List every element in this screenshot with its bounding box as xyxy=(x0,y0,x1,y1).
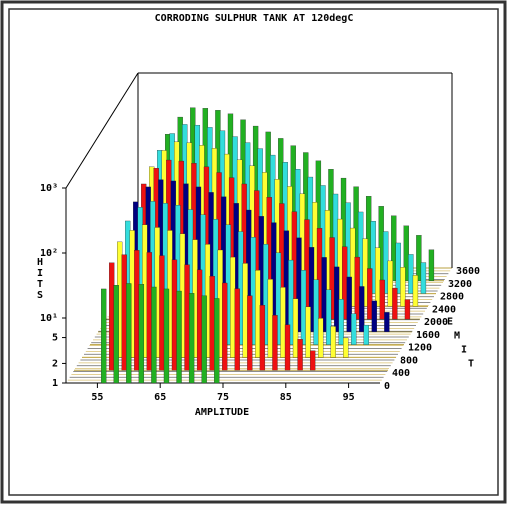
bar xyxy=(171,259,178,371)
z-tick-label: 1600 xyxy=(416,330,440,341)
bar xyxy=(408,254,414,294)
bar xyxy=(230,256,236,358)
bar xyxy=(113,285,119,384)
box-edge xyxy=(65,72,139,189)
bar xyxy=(330,326,336,358)
z-tick-label: 0 xyxy=(384,381,390,392)
bar xyxy=(343,337,349,358)
z-tick-label: 3200 xyxy=(448,279,472,290)
bar xyxy=(371,300,377,333)
bar xyxy=(300,270,307,345)
bar xyxy=(354,256,360,320)
z-axis-label: TIME xyxy=(447,317,474,370)
bar xyxy=(309,350,316,371)
x-tick-label: 95 xyxy=(343,392,355,403)
y-tick-label: 10³ xyxy=(40,183,58,194)
bar xyxy=(159,255,165,371)
bar xyxy=(121,254,127,371)
y-tick-label: 2 xyxy=(52,358,58,369)
z-tick-label: 3600 xyxy=(456,266,480,277)
bar xyxy=(280,287,286,358)
bar xyxy=(126,283,132,384)
bar xyxy=(176,290,182,384)
bar xyxy=(416,235,422,281)
bar xyxy=(338,299,344,345)
y-tick-label: 10¹ xyxy=(40,313,58,324)
bar xyxy=(404,299,411,320)
bar xyxy=(428,249,435,281)
bar xyxy=(403,225,409,281)
bar xyxy=(317,318,324,358)
inner-frame xyxy=(8,8,499,496)
bar xyxy=(234,288,240,371)
bar xyxy=(201,295,207,384)
bar xyxy=(384,312,390,333)
bar xyxy=(134,250,140,371)
bar xyxy=(367,268,373,320)
bar xyxy=(325,289,332,345)
bar xyxy=(379,279,385,320)
bar xyxy=(400,267,406,307)
chart-title: CORRODING SULPHUR TANK AT 120degC xyxy=(155,13,354,24)
bar xyxy=(395,242,401,294)
bar xyxy=(196,269,203,371)
bar xyxy=(101,288,107,384)
bar xyxy=(267,279,274,358)
bar xyxy=(209,276,215,371)
bar xyxy=(188,293,195,384)
x-tick-label: 55 xyxy=(91,392,103,403)
bar xyxy=(346,276,352,333)
bar xyxy=(222,282,228,371)
bar xyxy=(272,315,278,371)
bar xyxy=(392,287,398,320)
bar xyxy=(259,305,266,371)
z-tick-label: 1200 xyxy=(408,343,432,354)
bar xyxy=(255,270,261,358)
bar xyxy=(297,339,303,371)
bar xyxy=(163,288,170,384)
bar xyxy=(242,263,248,358)
bar xyxy=(420,262,427,294)
bar xyxy=(284,324,291,371)
z-tick-label: 2800 xyxy=(440,292,464,303)
z-tick-label: 800 xyxy=(400,355,418,366)
bar xyxy=(214,298,220,384)
bar xyxy=(313,279,319,345)
bar xyxy=(387,260,393,307)
x-tick-label: 85 xyxy=(280,392,292,403)
x-axis-label: AMPLITUDE xyxy=(195,407,249,418)
bar xyxy=(359,286,365,333)
bar xyxy=(184,264,190,371)
x-tick-label: 75 xyxy=(217,392,229,403)
bar xyxy=(305,306,311,358)
y-tick-label: 5 xyxy=(52,333,58,344)
bar xyxy=(363,324,369,345)
bar xyxy=(333,266,340,333)
z-tick-label: 2400 xyxy=(432,304,456,315)
bar xyxy=(138,284,145,384)
y-tick-label: 1 xyxy=(52,378,58,389)
bar xyxy=(292,298,299,358)
bar xyxy=(412,275,419,307)
z-tick-label: 2000 xyxy=(424,317,448,328)
bar xyxy=(247,295,253,371)
bar xyxy=(109,262,115,371)
bar xyxy=(151,286,157,384)
y-tick-label: 10² xyxy=(40,248,58,259)
z-tick-label: 400 xyxy=(392,368,410,379)
bar xyxy=(351,313,357,345)
x-tick-label: 65 xyxy=(154,392,166,403)
bar xyxy=(375,247,381,307)
bar xyxy=(146,252,153,371)
